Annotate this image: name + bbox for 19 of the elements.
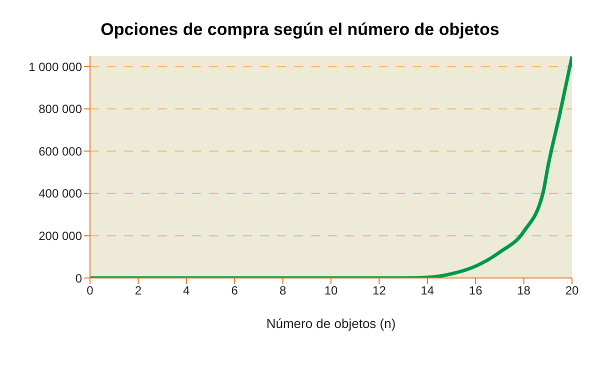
y-tick-label: 200 000	[38, 228, 82, 243]
x-tick-label: 2	[134, 284, 142, 298]
y-tick-label: 800 000	[38, 102, 82, 116]
x-tick-label: 10	[324, 284, 338, 298]
chart-title: Opciones de compra según el número de objetos	[100, 19, 500, 41]
x-tick-label: 4	[183, 284, 190, 298]
x-axis-title: Número de objetos (n)	[266, 316, 396, 331]
y-tick-label: 1 000 000	[28, 60, 82, 74]
x-tick-label: 18	[517, 284, 531, 298]
y-tick-label: 0	[75, 271, 82, 286]
x-tick-label: 16	[468, 284, 483, 298]
x-tick-label: 8	[279, 284, 286, 298]
x-tick-label: 14	[420, 284, 434, 298]
x-tick-label: 12	[372, 284, 386, 298]
x-tick-label: 20	[565, 284, 579, 298]
y-tick-label: 600 000	[38, 144, 82, 158]
y-tick-label: 400 000	[38, 186, 82, 201]
x-tick-label: 0	[86, 284, 94, 298]
x-tick-label: 6	[231, 284, 238, 298]
